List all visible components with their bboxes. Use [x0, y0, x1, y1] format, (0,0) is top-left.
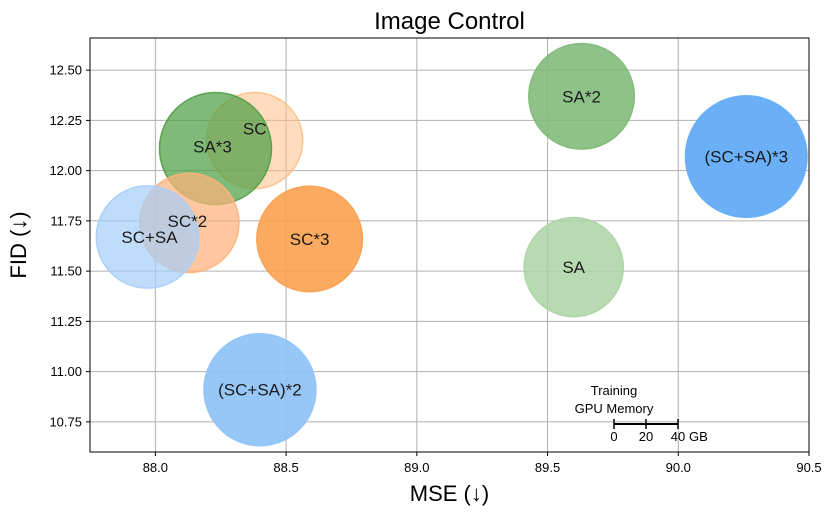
bubble--sc-sa-2 — [203, 332, 317, 447]
y-tick-label: 11.25 — [50, 314, 82, 329]
bubble-label: (SC+SA)*3 — [704, 148, 788, 167]
bubble-label: SA*2 — [562, 87, 601, 106]
chart-title: Image Control — [374, 8, 525, 35]
memory-legend-title-line1: Training — [591, 383, 637, 398]
gpu-memory-legend: Training GPU Memory 0 20 40 GB — [575, 383, 708, 444]
bubble-label: SC — [243, 119, 267, 138]
bubble-sa — [523, 216, 625, 318]
memory-legend-tick-label: 40 — [671, 429, 685, 444]
y-tick-label: 12.25 — [49, 113, 82, 128]
bubble--sc-sa-3 — [684, 95, 808, 219]
x-tick-label: 89.0 — [404, 460, 429, 475]
y-tick-label: 11.00 — [50, 364, 82, 379]
bubble-label: SA*3 — [193, 138, 232, 157]
bubble-label: SA — [562, 258, 585, 277]
x-tick-label: 90.0 — [666, 460, 691, 475]
y-tick-label: 12.00 — [49, 163, 82, 178]
memory-legend-unit: GB — [689, 429, 708, 444]
plot-frame — [89, 37, 810, 453]
memory-legend-tick-label: 0 — [610, 429, 617, 444]
x-tick-label: 88.0 — [143, 460, 168, 475]
bubble-sa-2 — [527, 42, 636, 150]
bubble-label: SC+SA — [121, 228, 178, 247]
y-tick-label: 11.75 — [50, 213, 82, 228]
memory-legend-ticks: 0 20 40 — [610, 419, 685, 444]
axis-ticks: 88.0 88.5 89.0 89.5 90.0 90.5 10.75 11.00 11.25 1… — [49, 63, 821, 475]
bubble-sc-sa — [95, 185, 200, 289]
x-tick-label: 89.5 — [535, 460, 560, 475]
y-tick-label: 11.50 — [50, 264, 82, 279]
memory-legend-tick-label: 20 — [639, 429, 653, 444]
bubbles — [95, 42, 808, 447]
x-tick-label: 90.5 — [796, 460, 821, 475]
bubble-label: (SC+SA)*2 — [218, 381, 302, 400]
x-axis-title: MSE (↓) — [410, 481, 489, 506]
bubble-labels: SC SA*3 SC*2SC+SA SC*3 (SC+SA)*2 SA*2 SA (SC+SA… — [121, 87, 788, 399]
memory-legend-title-line2: GPU Memory — [575, 401, 654, 416]
bubble-sc-3 — [256, 185, 364, 293]
x-tick-label: 88.5 — [273, 460, 298, 475]
y-axis-title: FID (↓) — [6, 211, 31, 278]
y-tick-label: 10.75 — [49, 414, 82, 429]
bubble-label: SC*2 — [168, 212, 208, 231]
bubble-label: SC*3 — [290, 230, 330, 249]
y-tick-label: 12.50 — [49, 63, 82, 78]
